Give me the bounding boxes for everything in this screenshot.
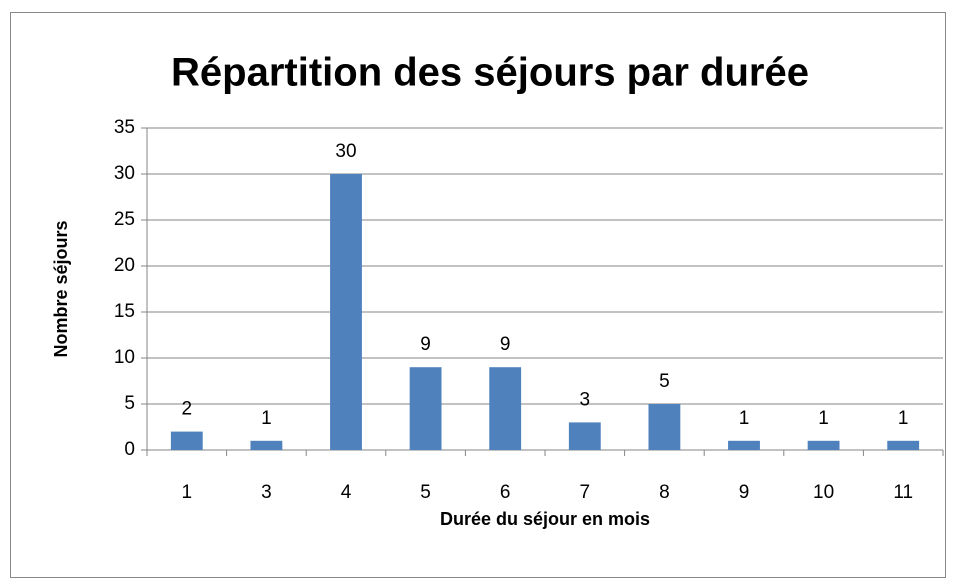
y-tick-label: 5 (124, 393, 135, 414)
data-label: 9 (500, 334, 511, 355)
y-tick-label: 35 (114, 117, 135, 138)
x-tick-label: 1 (182, 482, 193, 503)
x-tick-label: 5 (420, 482, 431, 503)
bar (728, 440, 760, 450)
x-axis-label: Durée du séjour en mois (440, 509, 650, 529)
bar (568, 422, 601, 450)
y-tick-label: 15 (114, 301, 135, 322)
data-label: 1 (898, 408, 909, 429)
data-label: 1 (739, 408, 750, 429)
x-tick-label: 3 (261, 482, 272, 503)
bar (409, 367, 442, 450)
x-tick-label: 8 (659, 482, 670, 503)
chart-border (10, 12, 946, 578)
data-label: 9 (420, 334, 431, 355)
y-tick-label: 10 (114, 347, 135, 368)
chart-title: Répartition des séjours par durée (171, 51, 809, 95)
x-tick-label: 10 (813, 482, 834, 503)
bar (330, 174, 362, 450)
bar (250, 440, 283, 450)
bar (887, 440, 920, 450)
y-tick-label: 20 (114, 255, 135, 276)
y-tick-label: 30 (114, 163, 135, 184)
bar (648, 404, 681, 450)
x-tick-label: 11 (893, 482, 913, 503)
data-label: 1 (261, 408, 272, 429)
data-label: 5 (659, 371, 670, 392)
bar (170, 431, 203, 450)
bar (807, 440, 840, 450)
data-label: 30 (335, 141, 356, 162)
data-label: 2 (182, 399, 193, 420)
x-tick-label: 4 (341, 482, 352, 503)
y-tick-label: 0 (124, 439, 135, 460)
y-axis-label: Nombre séjours (51, 220, 71, 357)
data-label: 1 (818, 408, 829, 429)
x-tick-label: 7 (580, 482, 591, 503)
x-tick-label: 6 (500, 482, 511, 503)
y-tick-label: 25 (114, 209, 135, 230)
data-label: 3 (580, 389, 591, 410)
x-tick-label: 9 (739, 482, 750, 503)
bar (489, 367, 522, 450)
